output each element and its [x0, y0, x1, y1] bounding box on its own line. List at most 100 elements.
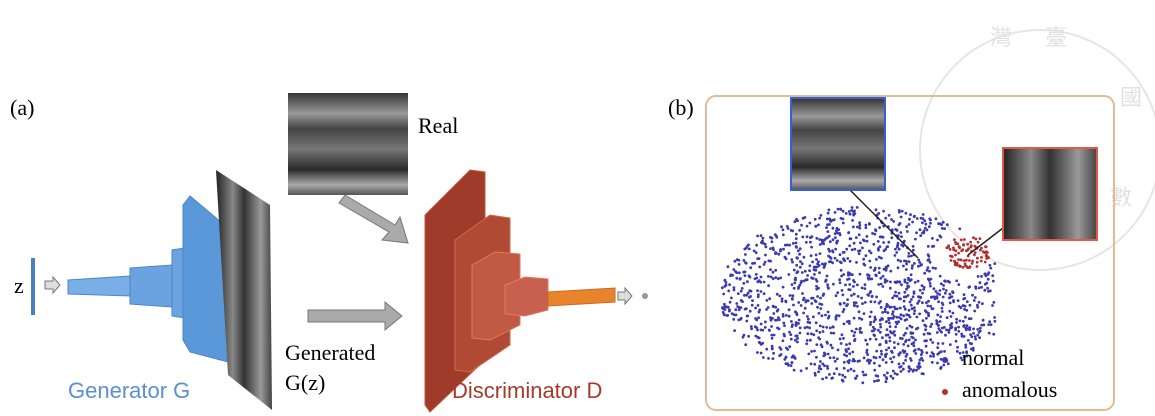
- scatter-point: [977, 241, 980, 244]
- scatter-point: [748, 289, 751, 292]
- scatter-point: [901, 210, 904, 213]
- scatter-point: [924, 328, 927, 331]
- scatter-point: [915, 369, 918, 372]
- scatter-point: [808, 269, 811, 272]
- scatter-point: [885, 376, 888, 379]
- scatter-point: [810, 297, 813, 300]
- scatter-point: [877, 329, 880, 332]
- scatter-point: [794, 310, 797, 313]
- scatter-point: [886, 328, 889, 331]
- scatter-point: [913, 344, 916, 347]
- scatter-point: [763, 281, 766, 284]
- scatter-point: [875, 258, 878, 261]
- scatter-point: [902, 362, 905, 365]
- scatter-point: [898, 353, 901, 356]
- scatter-point: [790, 258, 793, 261]
- scatter-point: [815, 278, 818, 281]
- scatter-point: [864, 373, 867, 376]
- scatter-point: [979, 237, 982, 240]
- scatter-point: [834, 211, 837, 214]
- scatter-point: [887, 264, 890, 267]
- scatter-point: [815, 343, 818, 346]
- scatter-point: [827, 212, 830, 215]
- scatter-point: [851, 206, 854, 209]
- scatter-point: [813, 350, 816, 353]
- scatter-point: [744, 253, 747, 256]
- scatter-point: [905, 225, 908, 228]
- scatter-point: [859, 273, 862, 276]
- scatter-point: [923, 219, 926, 222]
- scatter-point: [744, 271, 747, 274]
- scatter-point: [737, 292, 740, 295]
- scatter-point: [751, 299, 754, 302]
- scatter-point: [917, 265, 920, 268]
- scatter-point: [842, 222, 845, 225]
- scatter-point: [884, 248, 887, 251]
- scatter-point: [795, 233, 798, 236]
- scatter-point: [784, 300, 787, 303]
- scatter-point: [868, 361, 871, 364]
- panel-label: (b): [668, 95, 694, 120]
- scatter-point: [885, 361, 888, 364]
- scatter-point: [758, 309, 761, 312]
- scatter-point: [943, 350, 946, 353]
- scatter-point: [757, 316, 760, 319]
- scatter-point: [858, 227, 861, 230]
- real-image: [288, 93, 408, 195]
- scatter-point: [960, 239, 963, 242]
- scatter-point: [862, 371, 865, 374]
- scatter-point: [840, 275, 843, 278]
- scatter-point: [801, 292, 804, 295]
- scatter-point: [822, 294, 825, 297]
- scatter-point: [806, 315, 809, 318]
- scatter-point: [820, 368, 823, 371]
- scatter-point: [860, 318, 863, 321]
- scatter-point: [848, 210, 851, 213]
- scatter-point: [804, 301, 807, 304]
- scatter-point: [858, 252, 861, 255]
- scatter-point: [895, 251, 898, 254]
- scatter-point: [895, 316, 898, 319]
- scatter-point: [954, 254, 957, 257]
- scatter-point: [907, 255, 910, 258]
- scatter-point: [967, 247, 970, 250]
- scatter-point: [877, 249, 880, 252]
- scatter-point: [846, 278, 849, 281]
- scatter-point: [797, 322, 800, 325]
- scatter-point: [965, 265, 968, 268]
- scatter-point: [928, 258, 931, 261]
- scatter-point: [881, 336, 884, 339]
- scatter-point: [853, 281, 856, 284]
- scatter-point: [764, 243, 767, 246]
- scatter-point: [795, 237, 798, 240]
- scatter-point: [889, 357, 892, 360]
- scatter-point: [863, 239, 866, 242]
- scatter-point: [939, 367, 942, 370]
- scatter-point: [740, 290, 743, 293]
- scatter-point: [869, 321, 872, 324]
- scatter-point: [882, 210, 885, 213]
- scatter-point: [819, 252, 822, 255]
- scatter: [721, 206, 996, 384]
- scatter-point: [820, 214, 823, 217]
- scatter-point: [793, 282, 796, 285]
- scatter-point: [914, 238, 917, 241]
- scatter-point: [787, 273, 790, 276]
- scatter-point: [937, 300, 940, 303]
- scatter-point: [861, 302, 864, 305]
- scatter-point: [772, 357, 775, 360]
- scatter-point: [746, 280, 749, 283]
- scatter-point: [905, 263, 908, 266]
- scatter-point: [869, 338, 872, 341]
- scatter-point: [779, 277, 782, 280]
- scatter-point: [826, 218, 829, 221]
- scatter-point: [880, 306, 883, 309]
- scatter-point: [952, 312, 955, 315]
- scatter-point: [932, 267, 935, 270]
- scatter-point: [856, 206, 859, 209]
- scatter-point: [874, 233, 877, 236]
- scatter-point: [905, 313, 908, 316]
- scatter-point: [941, 227, 944, 230]
- scatter-point: [892, 356, 895, 359]
- scatter-point: [829, 219, 832, 222]
